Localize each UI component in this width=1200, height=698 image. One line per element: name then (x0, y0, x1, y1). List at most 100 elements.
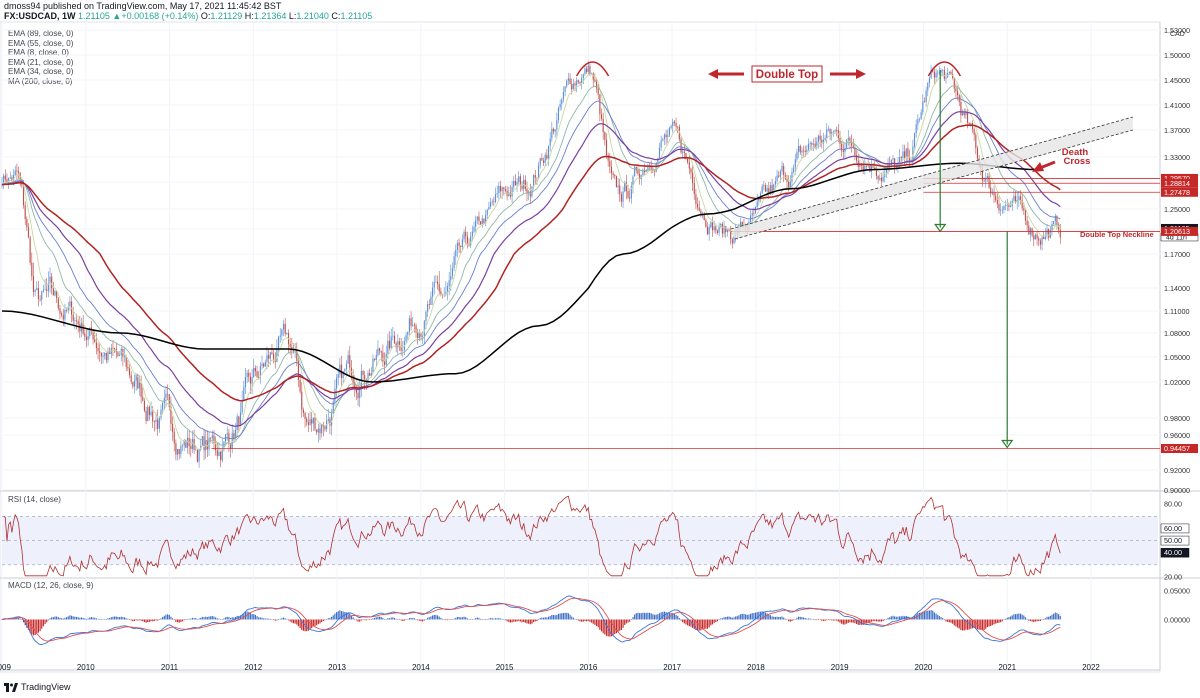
candle-body (542, 160, 545, 163)
macd-histogram-bar (599, 619, 601, 630)
macd-histogram-bar (51, 617, 53, 620)
macd-histogram-bar (170, 616, 172, 620)
macd-histogram-bar (115, 616, 117, 620)
candle-body (9, 177, 11, 179)
candle-body (130, 375, 132, 382)
candle-body (783, 165, 785, 175)
macd-histogram-bar (620, 619, 622, 630)
candle-body (690, 168, 692, 173)
candle-body (759, 193, 762, 197)
candle-body (966, 112, 969, 123)
macd-histogram-bar (529, 619, 531, 625)
macd-histogram-bar (1013, 614, 1015, 620)
candle-body (773, 184, 775, 193)
candle-body (700, 210, 702, 216)
macd-histogram-bar (614, 619, 616, 634)
candle-body (875, 170, 878, 176)
macd-histogram-bar (438, 616, 440, 620)
macd-histogram-bar (32, 619, 35, 636)
candle-body (705, 220, 707, 227)
macd-histogram-bar (427, 617, 429, 620)
candle-body (927, 82, 929, 91)
macd-histogram-bar (796, 617, 798, 620)
candle-body (471, 231, 473, 237)
candle-body (342, 371, 344, 378)
candle-body (220, 451, 222, 461)
candle-body (142, 396, 144, 401)
macd-histogram-bar (907, 616, 909, 620)
candle-body (791, 172, 793, 182)
x-tick-label: 2020 (915, 663, 933, 672)
candle-body (721, 223, 723, 234)
candle-body (710, 222, 712, 228)
candle-body (781, 165, 783, 172)
macd-histogram-bar (1003, 619, 1005, 620)
candle-body (706, 226, 709, 235)
macd-histogram-bar (390, 617, 392, 620)
tradingview-footer[interactable]: TradingView (4, 682, 71, 692)
candle-body (864, 165, 866, 171)
candle-body (330, 413, 333, 426)
candle-body (814, 143, 816, 148)
macd-histogram-bar (105, 619, 107, 620)
candle-body (107, 351, 109, 361)
candle-body (582, 74, 584, 79)
macd-histogram-bar (788, 619, 790, 622)
candle-body (67, 307, 69, 311)
macd-histogram-bar (932, 610, 934, 620)
macd-histogram-bar (494, 618, 497, 620)
macd-histogram-bar (89, 617, 91, 620)
macd-histogram-bar (299, 619, 301, 629)
macd-histogram-bar (190, 618, 192, 620)
macd-histogram-bar (882, 619, 884, 622)
macd-tick-label: 0.00000 (1164, 616, 1190, 625)
macd-histogram-bar (837, 619, 839, 622)
ohlc-value: 1.21364 (253, 11, 287, 21)
candle-body (335, 377, 338, 389)
candle-body (268, 355, 270, 359)
macd-histogram-bar (650, 613, 652, 620)
macd-histogram-bar (589, 619, 591, 622)
macd-histogram-bar (1, 619, 3, 620)
macd-histogram-bar (145, 619, 147, 623)
candle-body (201, 436, 203, 446)
macd-histogram-bar (74, 616, 76, 620)
candle-body (716, 230, 719, 233)
candle-body (176, 449, 179, 455)
candle-body (673, 121, 675, 124)
macd-histogram-bar (1014, 614, 1017, 620)
macd-histogram-bar (743, 613, 745, 620)
macd-histogram-bar (673, 613, 675, 620)
macd-histogram-bar (524, 619, 526, 623)
candle-body (465, 231, 467, 237)
macd-histogram-bar (316, 619, 318, 626)
candle-body (943, 69, 945, 79)
death-cross-label: Death (1062, 147, 1089, 158)
rsi-tick-label: 60.00 (1164, 524, 1182, 533)
y-tick-label: 0.96000 (1164, 431, 1190, 440)
candle-body (557, 107, 560, 121)
candle-body (587, 65, 589, 73)
macd-histogram-bar (44, 619, 46, 625)
candle-body (763, 185, 765, 187)
candle-body (483, 218, 485, 224)
macd-histogram-bar (165, 614, 167, 620)
candle-body (478, 216, 480, 222)
candle-body (902, 151, 904, 158)
macd-histogram-bar (282, 617, 285, 620)
candle-body (1014, 195, 1017, 202)
candle-body (496, 193, 498, 195)
macd-histogram-bar (470, 619, 472, 620)
macd-histogram-bar (102, 619, 104, 620)
candle-body (117, 352, 119, 356)
candle-body (1021, 200, 1023, 209)
macd-histogram-bar (516, 619, 518, 622)
macd-histogram-bar (463, 616, 465, 620)
candle-body (923, 101, 926, 103)
candle-body (229, 443, 232, 449)
candle-body (258, 376, 260, 378)
candle-body (867, 165, 869, 167)
macd-histogram-bar (1018, 613, 1020, 620)
candle-body (62, 315, 64, 320)
